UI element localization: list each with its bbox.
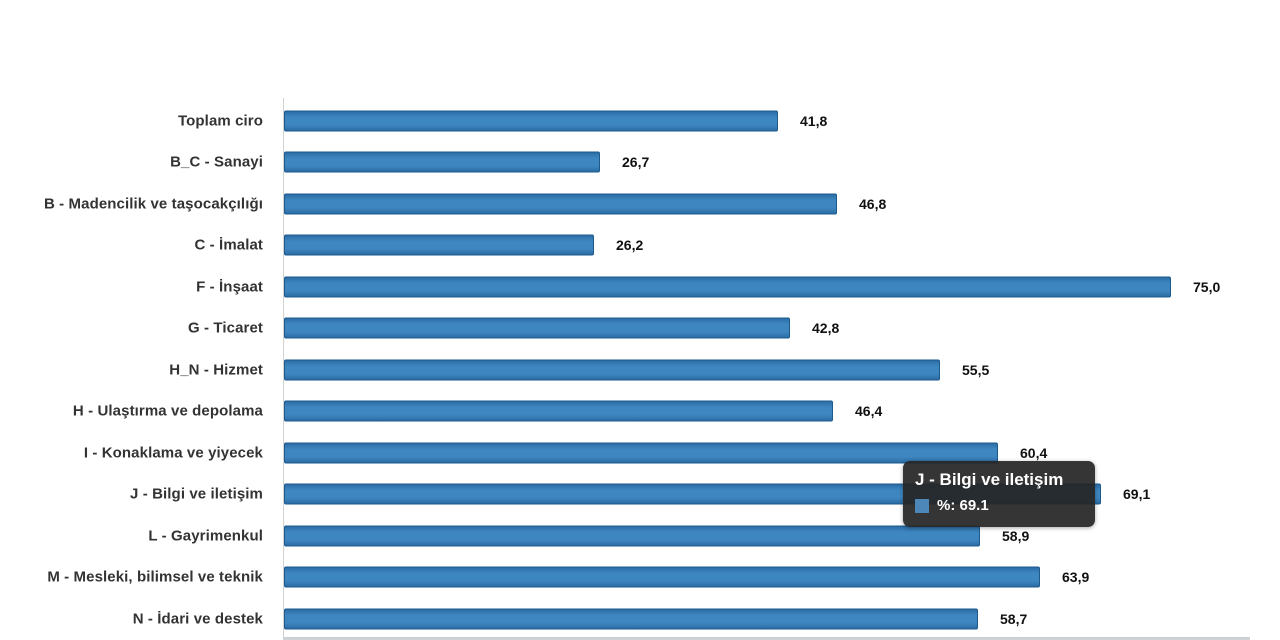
bar-9[interactable] — [284, 442, 998, 464]
bar-3[interactable] — [284, 193, 837, 215]
category-label: M - Mesleki, bilimsel ve teknik — [47, 568, 263, 586]
value-label: 46,8 — [859, 195, 887, 212]
category-label: J - Bilgi ve iletişim — [130, 485, 263, 503]
value-label: 58,9 — [1002, 527, 1030, 544]
bar-row: I - Konaklama ve yiyecek 60,4 — [0, 432, 1280, 474]
value-label: 60,4 — [1020, 444, 1048, 461]
bar-row: B_C - Sanayi 26,7 — [0, 142, 1280, 184]
value-label: 69,1 — [1123, 486, 1151, 503]
value-label: 63,9 — [1062, 569, 1090, 586]
bar-row: B - Madencilik ve taşocakçılığı 46,8 — [0, 183, 1280, 225]
bar-2[interactable] — [284, 151, 600, 173]
category-label: B_C - Sanayi — [170, 153, 263, 171]
bar-row: H - Ulaştırma ve depolama 46,4 — [0, 391, 1280, 433]
category-label: L - Gayrimenkul — [148, 527, 263, 545]
bar-10[interactable] — [284, 483, 1101, 505]
value-label: 75,0 — [1193, 278, 1221, 295]
value-label: 42,8 — [812, 320, 840, 337]
bar-1[interactable] — [284, 110, 778, 132]
value-label: 55,5 — [962, 361, 990, 378]
category-label: N - İdari ve destek — [132, 610, 263, 628]
category-label: H - Ulaştırma ve depolama — [72, 402, 263, 420]
category-label: C - İmalat — [194, 236, 263, 254]
bar-12[interactable] — [284, 566, 1040, 588]
category-label: H_N - Hizmet — [169, 361, 263, 379]
category-label: Toplam ciro — [178, 112, 263, 130]
category-label: B - Madencilik ve taşocakçılığı — [43, 195, 263, 213]
value-label: 58,7 — [1000, 610, 1028, 627]
bar-row: C - İmalat 26,2 — [0, 225, 1280, 267]
bar-11[interactable] — [284, 525, 980, 547]
bar-8[interactable] — [284, 400, 833, 422]
category-label: F - İnşaat — [196, 278, 263, 296]
category-label: G - Ticaret — [187, 319, 263, 337]
bar-5[interactable] — [284, 276, 1171, 298]
bar-6[interactable] — [284, 317, 790, 339]
bar-row: N - İdari ve destek 58,7 — [0, 598, 1280, 640]
clipped-next-row — [284, 637, 1250, 640]
bar-row: M - Mesleki, bilimsel ve teknik 63,9 — [0, 557, 1280, 599]
y-axis-line — [283, 98, 284, 640]
bar-row: G - Ticaret 42,8 — [0, 308, 1280, 350]
bar-row: F - İnşaat 75,0 — [0, 266, 1280, 308]
bar-row: H_N - Hizmet 55,5 — [0, 349, 1280, 391]
tooltip-series-value: %: 69.1 — [937, 497, 989, 515]
value-label: 41,8 — [800, 112, 828, 129]
category-label: I - Konaklama ve yiyecek — [83, 444, 263, 462]
tooltip-series-swatch-icon — [915, 498, 929, 513]
tooltip-series-row: %: 69.1 — [915, 497, 1083, 514]
bar-row: Toplam ciro 41,8 — [0, 100, 1280, 142]
bar-row: L - Gayrimenkul 58,9 — [0, 515, 1280, 557]
bar-4[interactable] — [284, 234, 594, 256]
value-label: 26,2 — [616, 237, 644, 254]
value-label: 46,4 — [855, 403, 883, 420]
bar-7[interactable] — [284, 359, 940, 381]
tooltip: J - Bilgi ve iletişim %: 69.1 — [903, 461, 1095, 527]
value-label: 26,7 — [622, 154, 650, 171]
bar-row: J - Bilgi ve iletişim 69,1 — [0, 474, 1280, 516]
bar-13[interactable] — [284, 608, 978, 630]
tooltip-title: J - Bilgi ve iletişim — [915, 470, 1064, 489]
